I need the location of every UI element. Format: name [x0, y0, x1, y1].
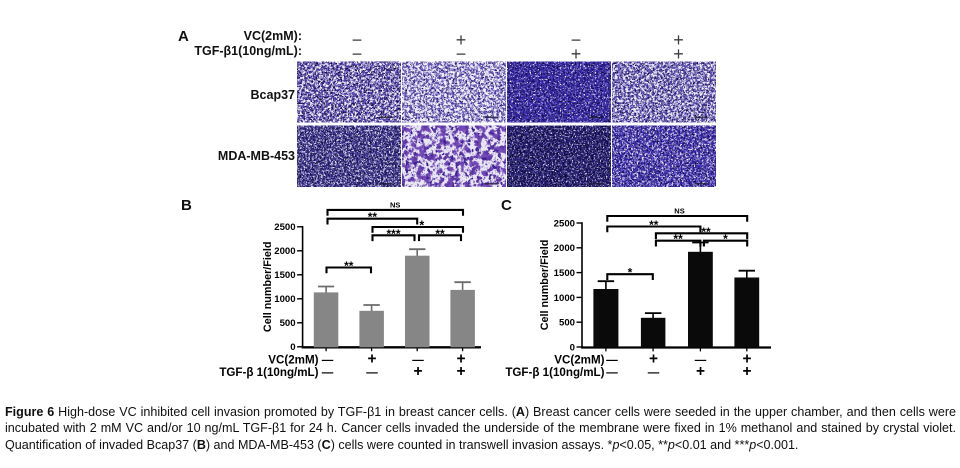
svg-text:**: ** — [435, 227, 445, 241]
svg-text:+: + — [742, 350, 751, 367]
svg-text:—: — — [695, 354, 707, 366]
svg-text:+: + — [456, 363, 465, 380]
svg-text:**: ** — [673, 232, 683, 246]
svg-text:TGF-β 1(10ng/mL): TGF-β 1(10ng/mL) — [219, 366, 318, 379]
svg-text:500: 500 — [559, 318, 575, 329]
svg-text:TGF-β 1(10ng/mL): TGF-β 1(10ng/mL) — [505, 366, 604, 379]
svg-text:+: + — [742, 363, 751, 380]
svg-text:2500: 2500 — [274, 222, 295, 233]
svg-text:+: + — [367, 350, 376, 367]
svg-text:0: 0 — [290, 342, 295, 353]
svg-text:—: — — [366, 367, 378, 379]
svg-text:***: *** — [386, 227, 400, 241]
svg-text:Cell number/Field: Cell number/Field — [539, 240, 551, 331]
svg-text:Cell number/Field: Cell number/Field — [262, 242, 274, 333]
svg-text:—: — — [648, 367, 660, 379]
svg-text:+: + — [696, 363, 705, 380]
svg-text:+: + — [413, 363, 422, 380]
svg-text:**: ** — [649, 218, 659, 232]
svg-text:+: + — [456, 350, 465, 367]
svg-text:+: + — [649, 350, 658, 367]
svg-text:*: * — [723, 232, 728, 246]
svg-text:VC(2mM): VC(2mM) — [268, 353, 318, 366]
svg-text:1000: 1000 — [554, 293, 575, 304]
svg-text:1500: 1500 — [554, 268, 575, 279]
svg-text:**: ** — [701, 225, 711, 239]
svg-text:NS: NS — [390, 200, 400, 209]
svg-text:*: * — [628, 266, 633, 280]
svg-text:500: 500 — [280, 318, 296, 329]
svg-text:VC(2mM): VC(2mM) — [554, 353, 604, 366]
svg-text:—: — — [606, 354, 618, 366]
svg-text:*: * — [419, 219, 424, 233]
svg-text:—: — — [322, 367, 334, 379]
svg-text:1000: 1000 — [274, 294, 295, 305]
svg-text:—: — — [412, 354, 424, 366]
svg-text:2000: 2000 — [554, 243, 575, 254]
svg-text:2000: 2000 — [274, 246, 295, 257]
svg-text:2500: 2500 — [554, 218, 575, 229]
svg-text:—: — — [606, 367, 618, 379]
svg-text:1500: 1500 — [274, 270, 295, 281]
svg-text:0: 0 — [570, 342, 575, 353]
svg-text:—: — — [322, 354, 334, 366]
svg-text:**: ** — [344, 259, 354, 273]
svg-text:NS: NS — [674, 206, 684, 215]
svg-text:**: ** — [368, 210, 378, 224]
